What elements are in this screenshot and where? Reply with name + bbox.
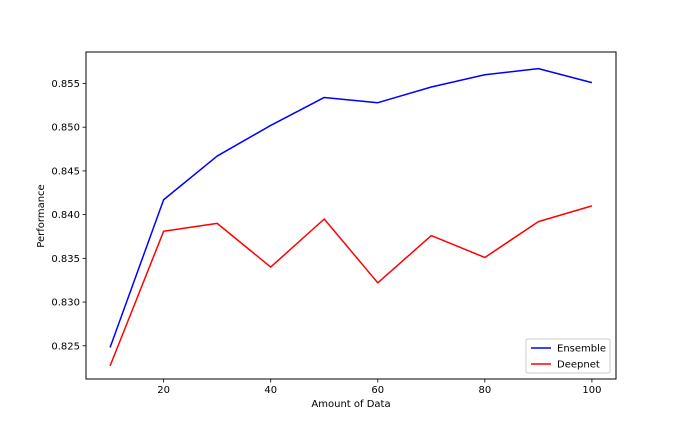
x-tick-label: 100 bbox=[582, 385, 601, 396]
x-tick-label: 20 bbox=[157, 385, 170, 396]
series-layer bbox=[109, 67, 593, 367]
ticks-layer: 20 40 60 80 100 0.825 0.830 0.835 0.840 0.845 0.85… bbox=[51, 79, 601, 396]
y-tick-label: 0.855 bbox=[51, 79, 80, 90]
plot-area bbox=[86, 52, 616, 379]
plot-frame bbox=[85, 51, 617, 380]
series-line-deepnet bbox=[109, 205, 593, 367]
y-tick-label: 0.845 bbox=[51, 166, 80, 177]
legend-label-deepnet: Deepnet bbox=[557, 360, 600, 371]
x-tick-label: 60 bbox=[371, 385, 384, 396]
legend-label-ensemble: Ensemble bbox=[557, 344, 606, 355]
x-tick-label: 40 bbox=[264, 385, 277, 396]
y-tick-label: 0.830 bbox=[51, 298, 80, 309]
y-tick-label: 0.835 bbox=[51, 254, 80, 265]
x-axis-label: Amount of Data bbox=[311, 399, 390, 410]
y-tick-label: 0.850 bbox=[51, 123, 80, 134]
y-tick-label: 0.840 bbox=[51, 210, 80, 221]
y-tick-label: 0.825 bbox=[51, 341, 80, 352]
y-axis-label: Performance bbox=[36, 184, 47, 247]
x-tick-label: 80 bbox=[478, 385, 491, 396]
series-line-ensemble bbox=[109, 67, 593, 348]
legend: Ensemble Deepnet bbox=[525, 338, 611, 374]
